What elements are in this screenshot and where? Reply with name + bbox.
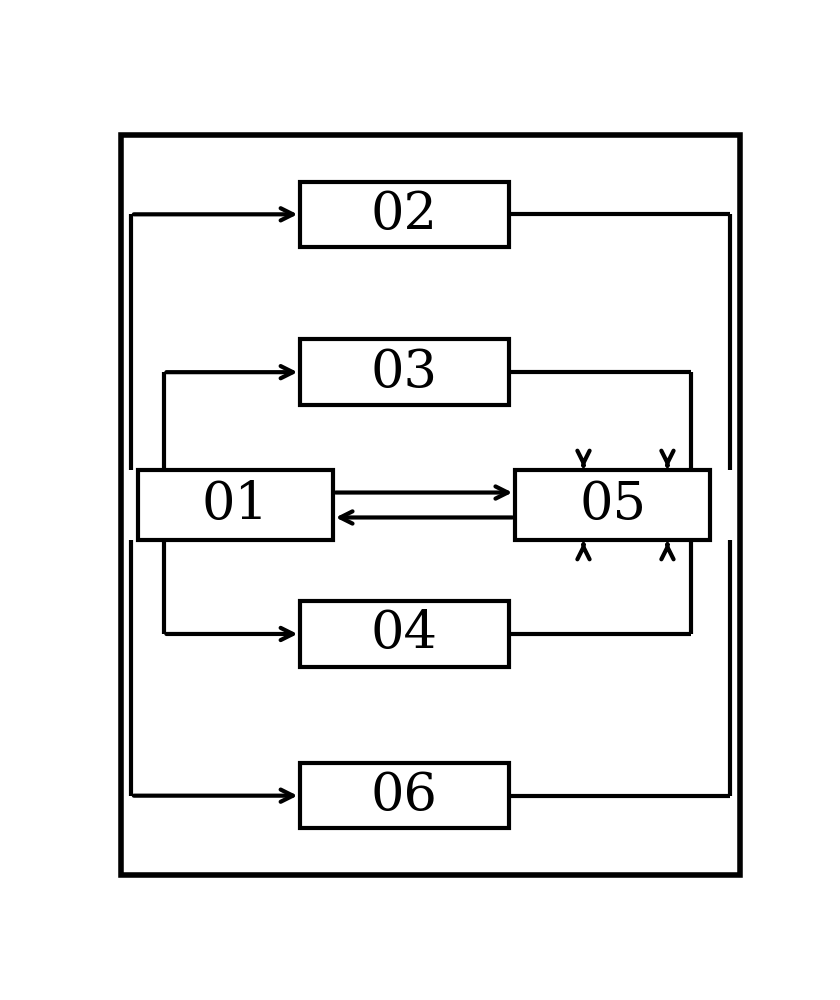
Text: 05: 05 [580,480,646,530]
Text: 04: 04 [371,608,438,659]
FancyBboxPatch shape [138,470,333,540]
Text: 01: 01 [202,480,269,530]
Text: 03: 03 [371,347,438,398]
FancyBboxPatch shape [301,601,509,667]
Text: 02: 02 [371,189,438,240]
Text: 06: 06 [371,770,438,821]
FancyBboxPatch shape [301,763,509,828]
FancyBboxPatch shape [515,470,711,540]
FancyBboxPatch shape [301,339,509,405]
FancyBboxPatch shape [301,182,509,247]
